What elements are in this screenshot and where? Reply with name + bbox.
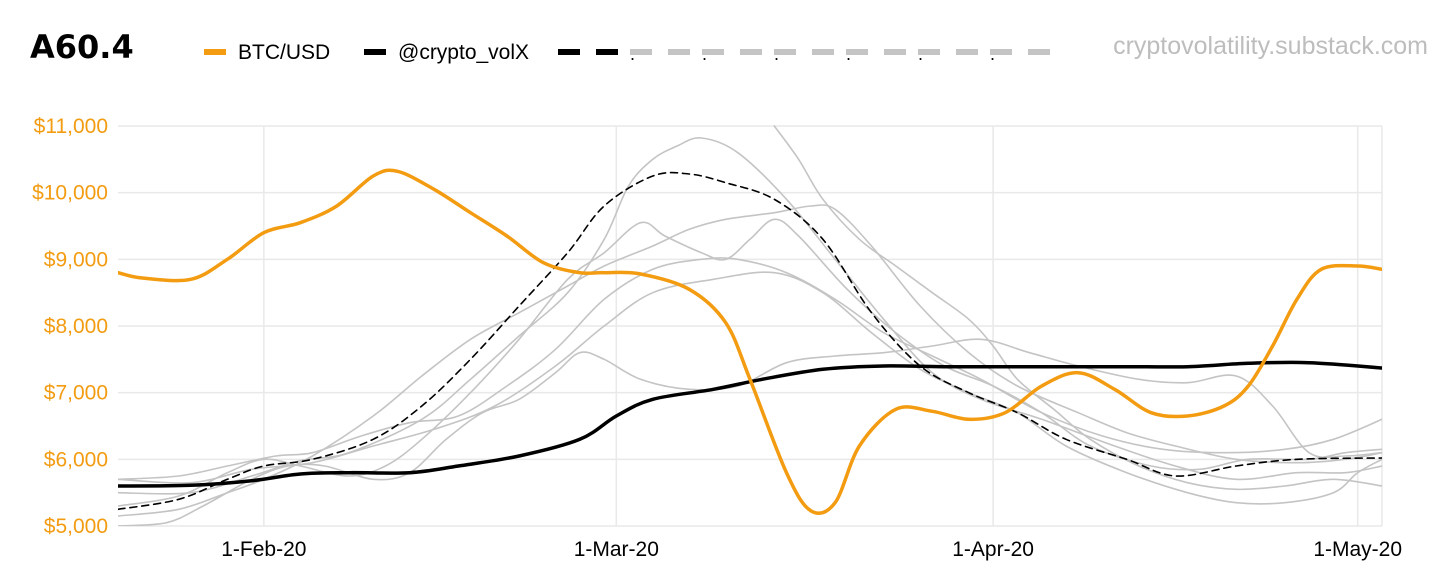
- series-line-8: [118, 338, 1382, 526]
- x-tick-label: 1-Apr-20: [952, 538, 1034, 561]
- series-line-1: [118, 168, 1382, 515]
- y-tick-label: $7,000: [44, 382, 108, 405]
- x-axis: 1-Feb-20 1-Mar-20 1-Apr-20 1-May-20: [221, 538, 1402, 561]
- legend: BTC/USD@crypto_volX......: [204, 41, 1050, 64]
- y-tick-label: $10,000: [32, 182, 108, 205]
- y-tick-label: $5,000: [44, 515, 108, 538]
- series-line-3: [118, 171, 1382, 511]
- series-line-10: [118, 271, 1382, 505]
- y-tick-label: $9,000: [44, 248, 108, 271]
- y-tick-label: $6,000: [44, 448, 108, 471]
- grid: [118, 125, 1383, 527]
- chart-title: A60.4: [30, 28, 134, 66]
- x-tick-label: 1-May-20: [1313, 538, 1402, 561]
- legend-label: BTC/USD: [238, 41, 330, 64]
- series-line-2: [118, 360, 1382, 488]
- series-line-5: [118, 204, 1382, 517]
- series-line-7: [118, 257, 1382, 481]
- y-axis: $5,000 $6,000 $7,000 $8,000 $9,000 $10,000 $11…: [32, 115, 108, 538]
- y-tick-label: $8,000: [44, 315, 108, 338]
- series-line-6: [118, 218, 1382, 507]
- series-line-9: [773, 125, 1382, 491]
- y-tick-label: $11,000: [34, 115, 108, 138]
- series-layer: [118, 125, 1382, 526]
- source-label: cryptovolatility.substack.com: [1113, 32, 1428, 60]
- x-tick-label: 1-Mar-20: [574, 538, 659, 561]
- legend-label: @crypto_volX: [398, 41, 529, 64]
- x-tick-label: 1-Feb-20: [221, 538, 306, 561]
- series-line-4: [118, 137, 1382, 495]
